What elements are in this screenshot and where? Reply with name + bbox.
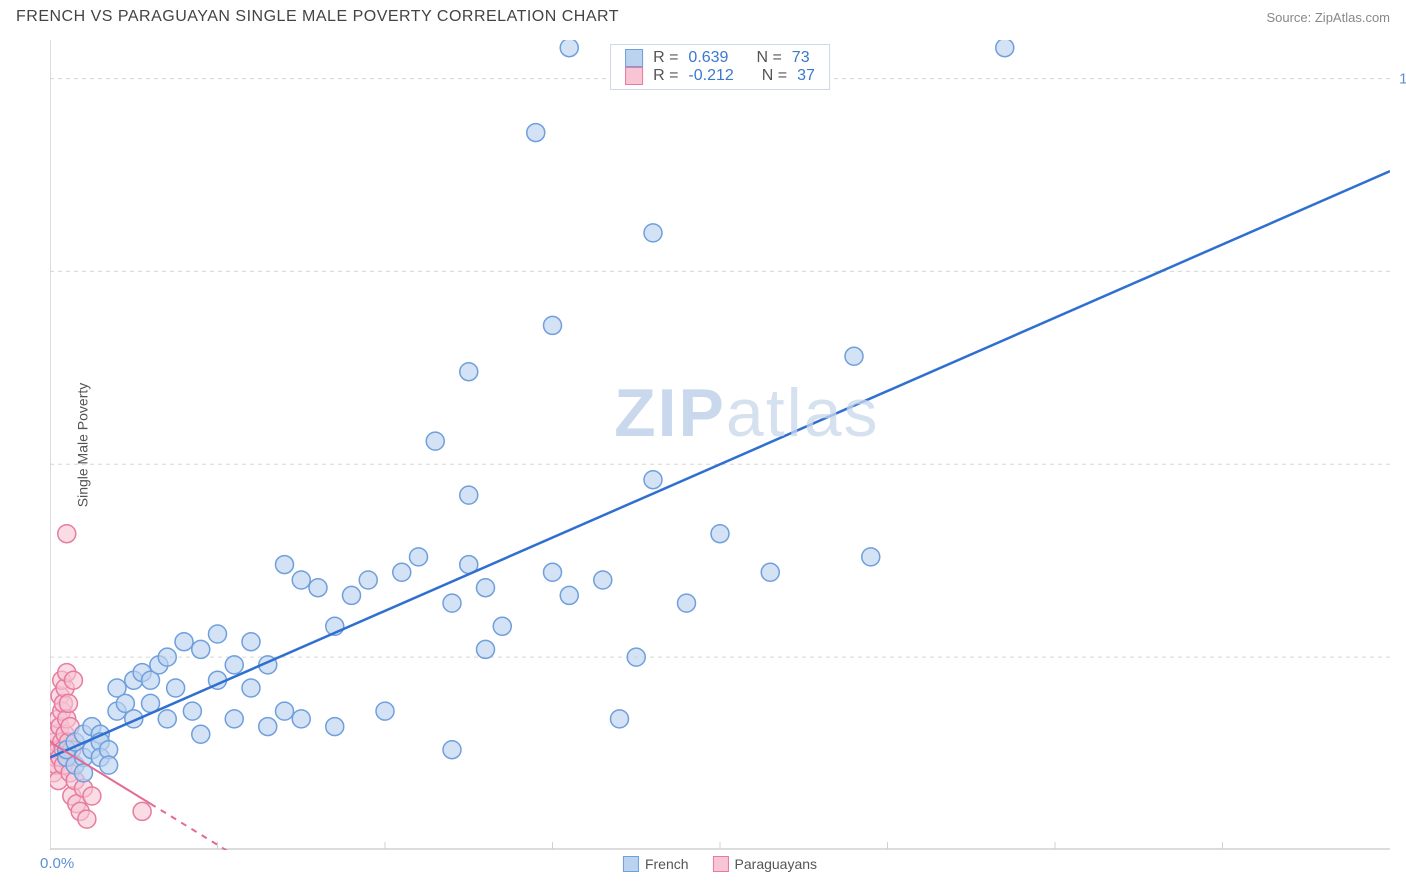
r-value-paraguayans: -0.212 bbox=[688, 67, 733, 85]
legend-swatch-french-icon bbox=[623, 856, 639, 872]
legend-item-paraguayans: Paraguayans bbox=[713, 856, 818, 872]
legend-row-french: R = 0.639 N = 73 bbox=[625, 49, 815, 67]
n-value-paraguayans: 37 bbox=[797, 67, 815, 85]
n-value-french: 73 bbox=[792, 49, 810, 67]
r-label: R = bbox=[653, 67, 678, 85]
scatter-plot-svg bbox=[50, 40, 1390, 850]
n-label: N = bbox=[762, 67, 787, 85]
n-label: N = bbox=[756, 49, 781, 67]
x-axis-min-label: 0.0% bbox=[40, 855, 74, 872]
legend-item-french: French bbox=[623, 856, 689, 872]
legend-swatch-french bbox=[625, 49, 643, 67]
chart-area: Single Male Poverty ZIPatlas R = 0.639 N… bbox=[50, 40, 1390, 850]
chart-title: FRENCH VS PARAGUAYAN SINGLE MALE POVERTY… bbox=[16, 8, 619, 26]
legend-row-paraguayans: R = -0.212 N = 37 bbox=[625, 67, 815, 85]
correlation-legend: R = 0.639 N = 73 R = -0.212 N = 37 bbox=[610, 44, 830, 90]
legend-swatch-paraguayans-icon bbox=[713, 856, 729, 872]
r-value-french: 0.639 bbox=[688, 49, 728, 67]
chart-source: Source: ZipAtlas.com bbox=[1266, 10, 1390, 25]
y-tick-label: 100.0% bbox=[1399, 70, 1406, 87]
chart-header: FRENCH VS PARAGUAYAN SINGLE MALE POVERTY… bbox=[0, 0, 1406, 30]
series-legend: French Paraguayans bbox=[623, 856, 817, 872]
legend-label-paraguayans: Paraguayans bbox=[735, 856, 818, 872]
legend-swatch-paraguayans bbox=[625, 67, 643, 85]
legend-label-french: French bbox=[645, 856, 689, 872]
r-label: R = bbox=[653, 49, 678, 67]
